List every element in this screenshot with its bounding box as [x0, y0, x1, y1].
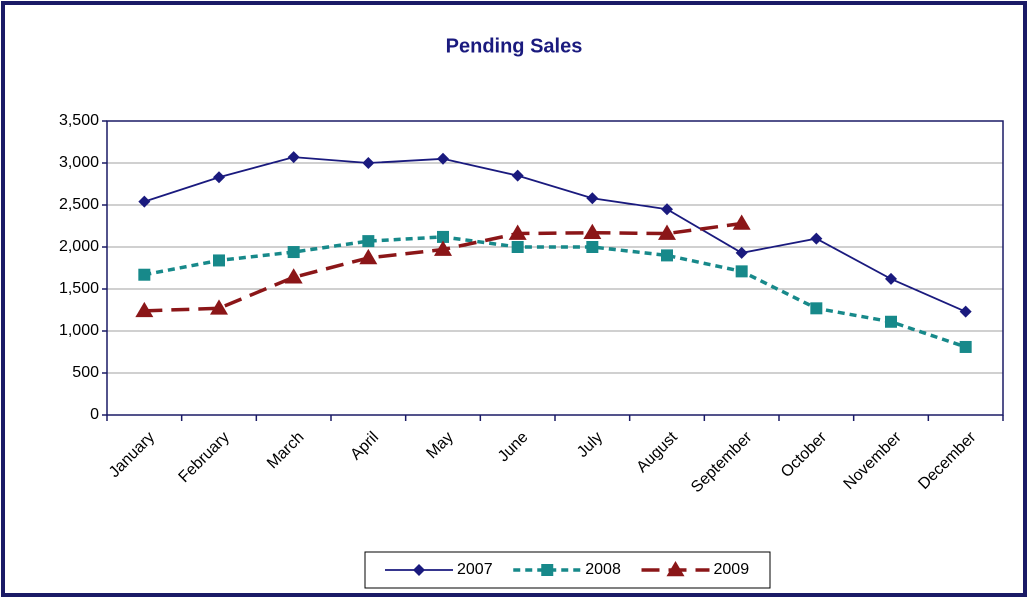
data-point	[658, 224, 676, 240]
data-point	[362, 235, 375, 248]
data-point	[735, 246, 748, 259]
data-point	[508, 224, 527, 240]
legend-label: 2009	[714, 561, 750, 578]
data-point	[885, 272, 897, 285]
series-line	[144, 156, 967, 313]
data-point	[362, 157, 375, 169]
chart-title: Pending Sales	[446, 35, 583, 57]
data-point	[661, 203, 673, 216]
data-point	[287, 151, 300, 164]
legend-marker	[413, 564, 425, 576]
series-line	[144, 235, 967, 349]
legend-label: 2007	[457, 561, 493, 578]
data-point	[138, 195, 151, 208]
legend-marker	[666, 561, 685, 577]
y-tick-label: 1,000	[59, 322, 99, 339]
y-tick-label: 3,000	[59, 154, 99, 171]
data-point	[213, 171, 225, 184]
data-point	[437, 230, 449, 243]
data-point	[885, 315, 897, 328]
data-point	[735, 265, 748, 278]
data-point	[138, 268, 151, 281]
y-tick-label: 0	[90, 406, 99, 423]
data-point	[959, 340, 972, 353]
legend-marker	[541, 564, 554, 576]
y-tick-label: 2,000	[59, 238, 99, 255]
legend-label: 2008	[585, 561, 621, 578]
y-tick-label: 2,500	[59, 196, 99, 213]
data-point	[511, 241, 524, 253]
data-point	[287, 246, 300, 259]
data-point	[810, 302, 823, 315]
data-point	[210, 299, 228, 315]
y-tick-label: 500	[72, 364, 99, 381]
data-point	[359, 248, 378, 265]
data-point	[583, 223, 602, 240]
data-point	[586, 192, 599, 205]
data-point	[511, 169, 524, 182]
data-point	[213, 254, 225, 267]
data-point	[135, 301, 154, 318]
data-point	[810, 232, 823, 245]
data-point	[661, 249, 673, 262]
data-point	[284, 268, 303, 284]
data-point	[434, 240, 452, 256]
data-point	[437, 152, 449, 165]
data-point	[586, 241, 599, 253]
data-point	[959, 305, 972, 318]
y-tick-label: 3,500	[59, 112, 99, 129]
data-point	[732, 214, 751, 230]
y-tick-label: 1,500	[59, 280, 99, 297]
